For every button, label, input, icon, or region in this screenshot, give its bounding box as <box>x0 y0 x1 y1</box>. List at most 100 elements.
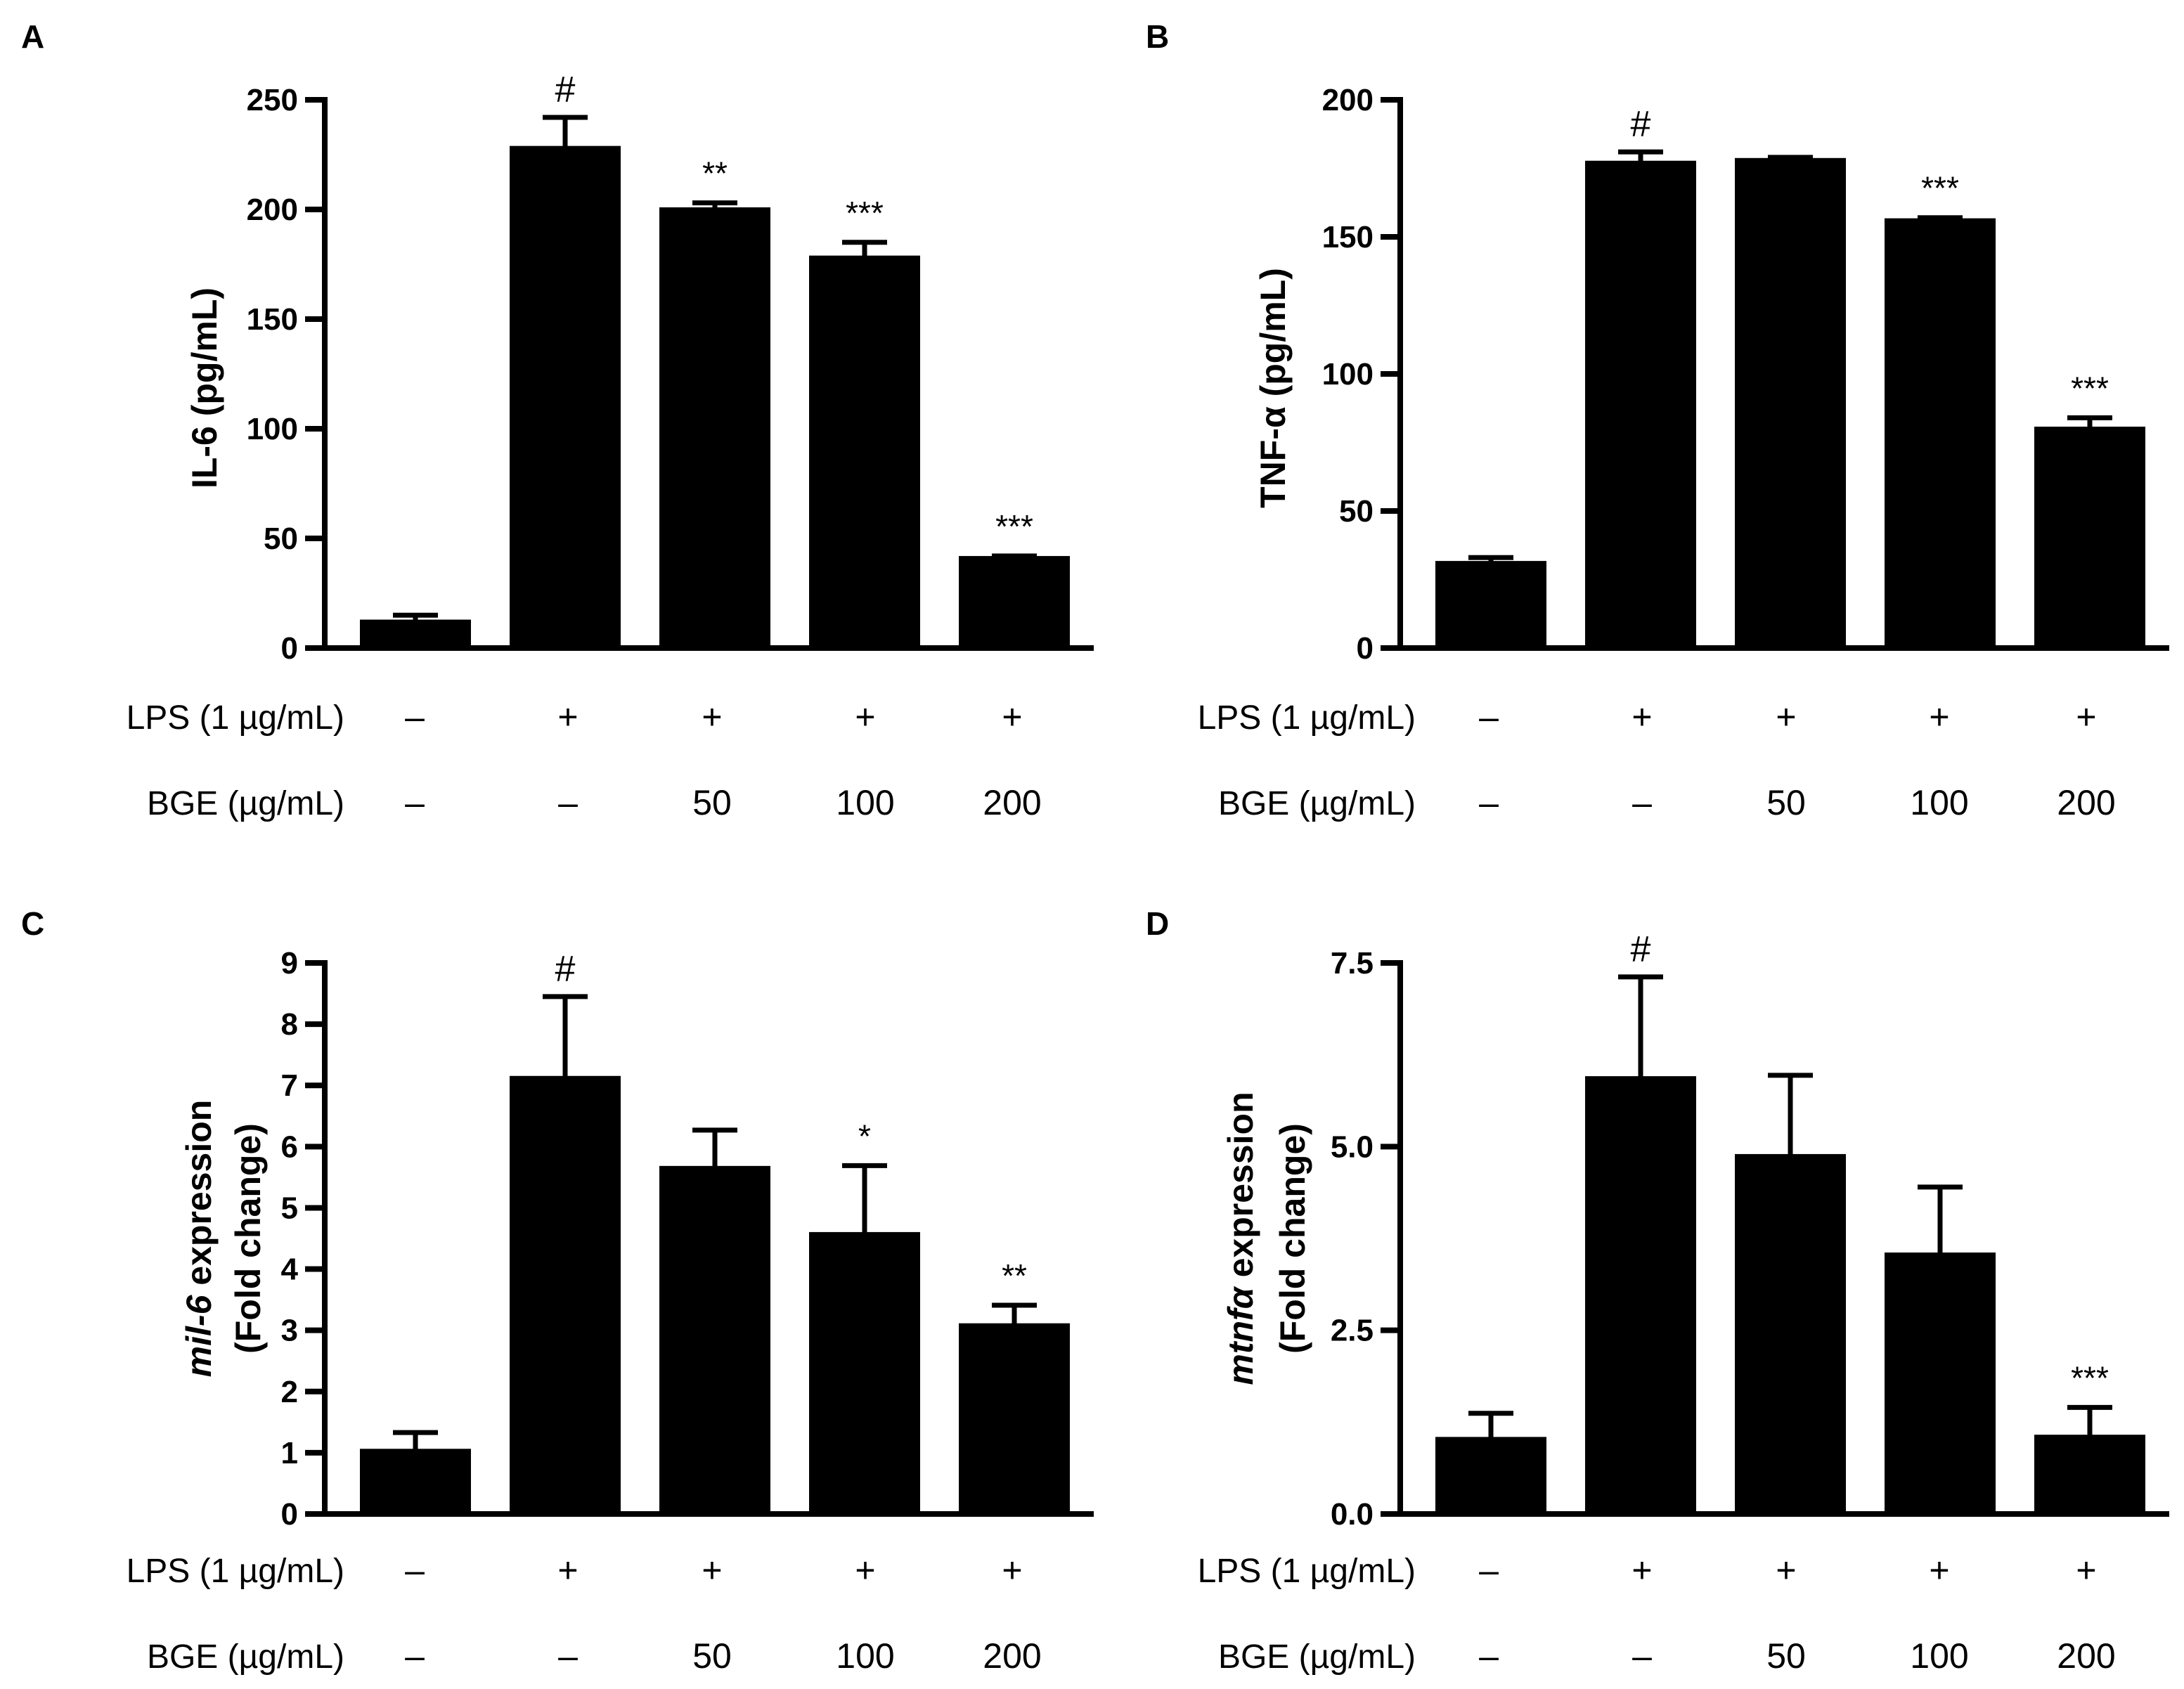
significance-label: ** <box>702 155 728 192</box>
condition-row-label: BGE (µg/mL) <box>1218 1638 1416 1676</box>
condition-value: – <box>1632 1636 1652 1676</box>
bar <box>360 1449 471 1517</box>
bar <box>659 207 770 650</box>
condition-row-label: LPS (1 µg/mL) <box>127 699 344 737</box>
bar <box>1735 1153 1846 1516</box>
condition-value: – <box>405 1636 425 1676</box>
condition-value: 100 <box>836 783 894 822</box>
y-tick-label: 0 <box>281 1497 298 1532</box>
bar <box>1885 218 1996 651</box>
condition-row-label: LPS (1 µg/mL) <box>127 1553 344 1590</box>
significance-label: *** <box>995 508 1033 545</box>
condition-value: 100 <box>836 1636 894 1676</box>
condition-value: 200 <box>2057 783 2115 822</box>
condition-row-label: LPS (1 µg/mL) <box>1198 1553 1416 1590</box>
condition-value: – <box>558 1636 578 1676</box>
condition-value: – <box>558 783 578 822</box>
condition-value: + <box>1929 697 1949 737</box>
bar <box>1585 160 1696 650</box>
significance-label: *** <box>2071 1359 2109 1396</box>
bar <box>1435 1437 1546 1516</box>
condition-value: – <box>1632 783 1652 822</box>
y-tick-label: 50 <box>264 522 298 556</box>
condition-value: – <box>1479 1636 1499 1676</box>
significance-label: # <box>555 949 576 990</box>
significance-label: # <box>555 70 576 110</box>
condition-row-label: BGE (µg/mL) <box>147 785 344 822</box>
condition-value: + <box>2076 1551 2096 1590</box>
y-tick-label: 2.5 <box>1331 1314 1374 1348</box>
condition-value: – <box>405 1551 425 1590</box>
condition-value: + <box>855 697 875 737</box>
condition-value: 100 <box>1910 1636 1968 1676</box>
condition-value: + <box>1002 697 1022 737</box>
y-tick-label: 150 <box>1322 220 1374 254</box>
bar <box>959 1323 1070 1516</box>
y-tick-label: 5 <box>281 1191 298 1225</box>
y-tick-label: 1 <box>281 1436 298 1470</box>
significance-label: ** <box>1002 1257 1027 1294</box>
panel-c: C 0 1 2 3 4 5 6 7 8 9 mil-6 expression (Fold change)… <box>21 905 1094 1676</box>
bar <box>809 1231 920 1516</box>
condition-value: 200 <box>983 1636 1041 1676</box>
significance-label: *** <box>2071 370 2109 406</box>
y-axis-label-line2: (Fold change) <box>228 1123 268 1354</box>
y-tick-label: 100 <box>247 412 298 446</box>
y-tick-label: 8 <box>281 1007 298 1042</box>
significance-label: # <box>1631 104 1651 145</box>
y-axis-label-gene: mtnfα <box>1221 1286 1260 1385</box>
y-tick-label: 7.5 <box>1331 946 1374 981</box>
condition-value: + <box>2076 697 2096 737</box>
condition-value: + <box>702 1551 722 1590</box>
condition-value: – <box>1479 1551 1499 1590</box>
condition-value: – <box>1479 783 1499 822</box>
condition-row-label: BGE (µg/mL) <box>147 1638 344 1676</box>
y-tick-label: 0 <box>281 631 298 666</box>
condition-value: – <box>405 697 425 737</box>
y-tick-label: 7 <box>281 1068 298 1103</box>
condition-row-label: BGE (µg/mL) <box>1218 785 1416 822</box>
y-axis-label: mil-6 expression <box>179 1100 219 1378</box>
y-tick-label: 100 <box>1322 357 1374 391</box>
panel-b: B 0 50 100 150 200 TNF-α (pg/mL) # *** *** LPS (1 … <box>1146 18 2169 822</box>
y-tick-label: 250 <box>247 83 298 117</box>
bar <box>959 556 1070 651</box>
condition-value: 50 <box>1766 783 1806 822</box>
bar <box>659 1165 770 1517</box>
condition-value: 50 <box>692 1636 732 1676</box>
condition-value: + <box>1776 1551 1796 1590</box>
bar <box>360 619 471 650</box>
panel-letter: B <box>1146 18 1169 55</box>
condition-value: + <box>1929 1551 1949 1590</box>
y-tick-label: 50 <box>1339 494 1374 529</box>
y-tick-label: 3 <box>281 1314 298 1348</box>
bar <box>2034 427 2145 650</box>
condition-value: + <box>557 697 578 737</box>
condition-value: + <box>702 697 722 737</box>
y-tick-label: 6 <box>281 1130 298 1164</box>
y-tick-label: 2 <box>281 1375 298 1409</box>
y-axis-label-rest: expression <box>179 1100 219 1295</box>
bar <box>1435 561 1546 650</box>
y-tick-label: 0.0 <box>1331 1497 1374 1532</box>
condition-value: 100 <box>1910 783 1968 822</box>
condition-value: – <box>1479 697 1499 737</box>
significance-label: *** <box>846 195 884 231</box>
y-tick-label: 150 <box>247 302 298 337</box>
y-axis-label: mtnfα expression <box>1221 1092 1260 1385</box>
significance-label: *** <box>1921 170 1959 207</box>
y-tick-label: 4 <box>281 1253 299 1287</box>
condition-value: + <box>557 1551 578 1590</box>
y-axis-label-gene: mil-6 <box>179 1294 219 1377</box>
bar <box>2034 1435 2145 1516</box>
bar <box>510 145 621 650</box>
panel-letter: D <box>1146 905 1169 942</box>
bar <box>1885 1252 1996 1516</box>
condition-value: + <box>1776 697 1796 737</box>
y-tick-label: 200 <box>247 193 298 227</box>
condition-value: + <box>855 1551 875 1590</box>
y-tick-label: 5.0 <box>1331 1130 1374 1164</box>
condition-value: 200 <box>983 783 1041 822</box>
